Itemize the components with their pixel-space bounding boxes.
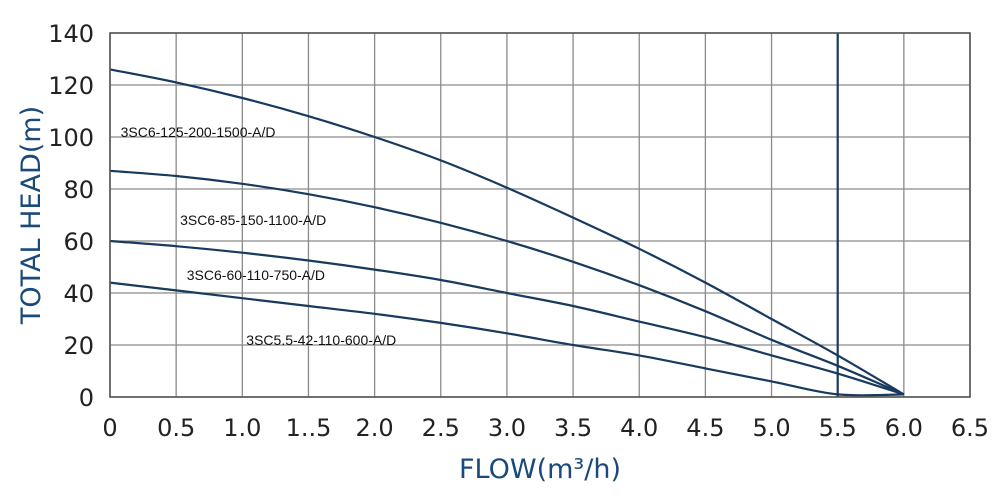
x-tick-label: 6.0 xyxy=(885,414,923,442)
x-tick-label: 3.0 xyxy=(488,414,526,442)
series-label-2: 3SC6-85-150-1100-A/D xyxy=(180,212,326,228)
x-tick-label: 1.0 xyxy=(223,414,261,442)
series-labels: 3SC6-125-200-1500-A/D 3SC6-85-150-1100-A/… xyxy=(121,124,397,348)
y-tick-label: 0 xyxy=(79,384,94,412)
y-tick-label: 20 xyxy=(63,332,94,360)
y-tick-label: 60 xyxy=(63,228,94,256)
x-tick-label: 2.5 xyxy=(422,414,460,442)
y-tick-label: 40 xyxy=(63,280,94,308)
x-tick-label: 5.0 xyxy=(752,414,790,442)
x-tick-label: 6.5 xyxy=(951,414,989,442)
y-axis-title: TOTAL HEAD(m) xyxy=(16,106,47,325)
x-tick-label: 4.0 xyxy=(620,414,658,442)
x-tick-label: 5.5 xyxy=(819,414,857,442)
x-tick-label: 0.5 xyxy=(157,414,195,442)
x-tick-label: 2.0 xyxy=(356,414,394,442)
series-label-1: 3SC6-125-200-1500-A/D xyxy=(121,124,276,140)
y-tick-label: 120 xyxy=(48,72,94,100)
y-tick-label: 140 xyxy=(48,20,94,48)
x-tick-labels: 0 0.5 1.0 1..5 2.0 2.5 3.0 3.5 4.0 4.5 5.0 5.5 6.0 6.… xyxy=(102,414,989,442)
y-tick-label: 100 xyxy=(48,124,94,152)
x-tick-label: 0 xyxy=(102,414,117,442)
series-label-3: 3SC6-60-110-750-A/D xyxy=(187,267,325,283)
y-tick-label: 80 xyxy=(63,176,94,204)
y-tick-labels: 0 20 40 60 80 100 120 140 xyxy=(48,20,94,412)
x-axis-title: FLOW(m³/h) xyxy=(459,454,621,485)
x-tick-label: 1..5 xyxy=(286,414,332,442)
x-tick-label: 4.5 xyxy=(686,414,724,442)
x-tick-label: 3.5 xyxy=(554,414,592,442)
series-label-4: 3SC5.5-42-110-600-A/D xyxy=(246,332,396,348)
